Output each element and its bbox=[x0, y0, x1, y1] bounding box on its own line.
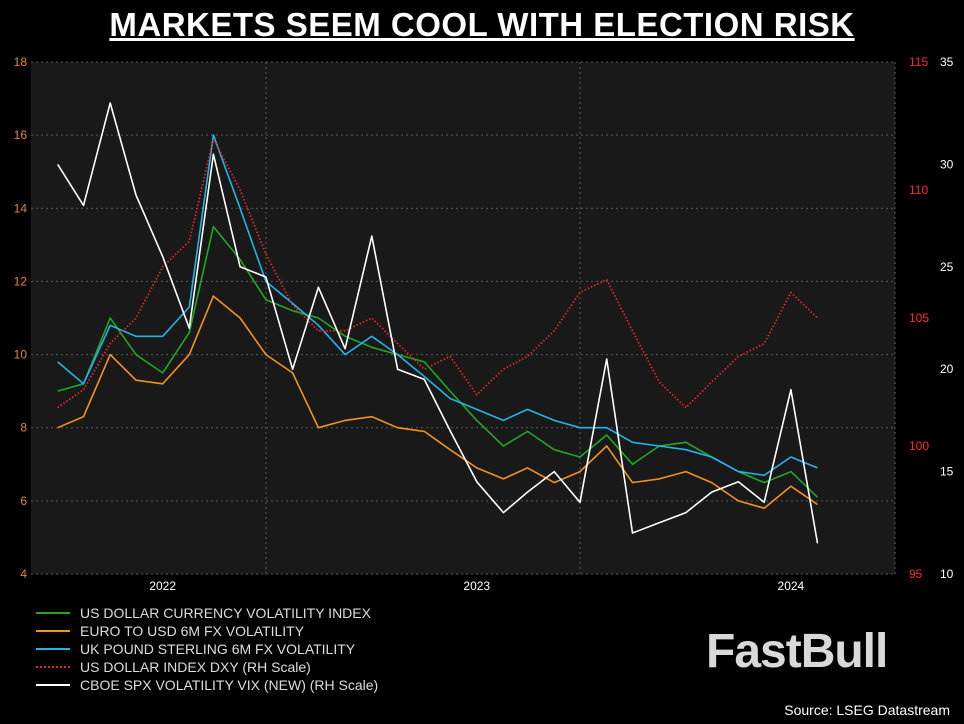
legend-item-eur-vol: EURO TO USD 6M FX VOLATILITY bbox=[36, 622, 378, 640]
tick-labels: 4 6 8 10 12 14 16 18 2022 2023 2024 95 100 105 110 115 1… bbox=[14, 55, 954, 593]
left-axis-tick-label: 14 bbox=[14, 201, 28, 215]
fastbull-logo: FastBull bbox=[706, 625, 888, 678]
chart-title: MARKETS SEEM COOL WITH ELECTION RISK bbox=[109, 6, 855, 43]
vix-axis-tick-label: 10 bbox=[940, 567, 954, 581]
series-lines bbox=[57, 102, 819, 544]
dxy-axis-tick-label: 105 bbox=[909, 311, 929, 325]
legend-label-usd-vol: US DOLLAR CURRENCY VOLATILITY INDEX bbox=[80, 605, 371, 621]
x-axis-tick-label: 2023 bbox=[463, 579, 490, 593]
vix-axis-tick-label: 25 bbox=[940, 260, 954, 274]
legend-item-dxy: US DOLLAR INDEX DXY (RH Scale) bbox=[36, 658, 378, 676]
vix-axis-tick-label: 35 bbox=[940, 55, 954, 69]
series-line-2 bbox=[57, 134, 818, 477]
legend-swatch-eur-vol bbox=[36, 630, 70, 632]
left-axis-tick-label: 6 bbox=[20, 494, 27, 508]
legend-item-vix: CBOE SPX VOLATILITY VIX (NEW) (RH Scale) bbox=[36, 676, 378, 694]
left-axis-tick-label: 4 bbox=[20, 567, 27, 581]
legend-label-gbp-vol: UK POUND STERLING 6M FX VOLATILITY bbox=[80, 641, 356, 657]
left-axis-tick-label: 10 bbox=[14, 348, 28, 362]
vix-axis-tick-label: 20 bbox=[940, 362, 954, 376]
dxy-axis-tick-label: 95 bbox=[909, 567, 923, 581]
series-line-1 bbox=[57, 295, 818, 509]
left-axis-tick-label: 16 bbox=[14, 128, 28, 142]
legend-label-vix: CBOE SPX VOLATILITY VIX (NEW) (RH Scale) bbox=[80, 677, 379, 693]
x-axis-tick-label: 2024 bbox=[778, 579, 805, 593]
dxy-axis-tick-label: 100 bbox=[909, 439, 929, 453]
legend-swatch-usd-vol bbox=[36, 612, 70, 614]
vix-axis-tick-label: 15 bbox=[940, 465, 954, 479]
legend-swatch-dxy bbox=[36, 666, 70, 668]
source-note: Source: LSEG Datastream bbox=[784, 702, 950, 718]
grid-lines bbox=[31, 61, 896, 575]
plot-area bbox=[31, 62, 895, 574]
left-axis-tick-label: 8 bbox=[20, 421, 27, 435]
legend-swatch-gbp-vol bbox=[36, 648, 70, 650]
left-axis-tick-label: 12 bbox=[14, 274, 28, 288]
legend-label-eur-vol: EURO TO USD 6M FX VOLATILITY bbox=[80, 623, 305, 639]
vix-axis-tick-label: 30 bbox=[940, 157, 954, 171]
legend-swatch-vix bbox=[36, 684, 70, 686]
series-line-4 bbox=[57, 102, 819, 544]
legend-label-dxy: US DOLLAR INDEX DXY (RH Scale) bbox=[80, 659, 311, 675]
dxy-axis-tick-label: 110 bbox=[909, 183, 928, 197]
dxy-axis-tick-label: 115 bbox=[909, 55, 928, 69]
legend: US DOLLAR CURRENCY VOLATILITY INDEX EURO… bbox=[36, 604, 378, 694]
x-axis-tick-label: 2022 bbox=[149, 579, 176, 593]
series-line-3 bbox=[57, 137, 819, 409]
legend-item-gbp-vol: UK POUND STERLING 6M FX VOLATILITY bbox=[36, 640, 378, 658]
series-line-0 bbox=[57, 225, 819, 498]
left-axis-tick-label: 18 bbox=[14, 55, 28, 69]
legend-item-usd-vol: US DOLLAR CURRENCY VOLATILITY INDEX bbox=[36, 604, 378, 622]
